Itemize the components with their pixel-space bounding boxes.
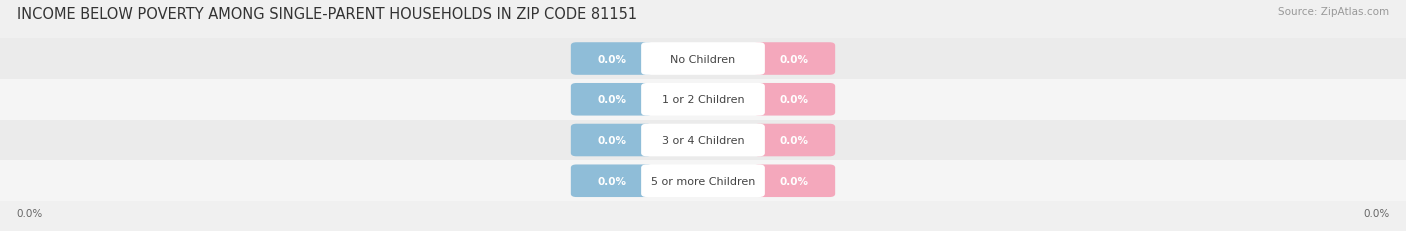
Text: 0.0%: 0.0% xyxy=(598,176,626,186)
Text: 0.0%: 0.0% xyxy=(17,208,44,218)
FancyBboxPatch shape xyxy=(571,84,652,116)
Text: 0.0%: 0.0% xyxy=(598,54,626,64)
FancyBboxPatch shape xyxy=(754,43,835,76)
Text: INCOME BELOW POVERTY AMONG SINGLE-PARENT HOUSEHOLDS IN ZIP CODE 81151: INCOME BELOW POVERTY AMONG SINGLE-PARENT… xyxy=(17,7,637,22)
Text: 0.0%: 0.0% xyxy=(780,95,808,105)
FancyBboxPatch shape xyxy=(754,165,835,197)
FancyBboxPatch shape xyxy=(641,124,765,157)
Text: 5 or more Children: 5 or more Children xyxy=(651,176,755,186)
Text: 0.0%: 0.0% xyxy=(598,95,626,105)
FancyBboxPatch shape xyxy=(571,124,652,157)
Text: 0.0%: 0.0% xyxy=(1362,208,1389,218)
Text: 3 or 4 Children: 3 or 4 Children xyxy=(662,135,744,145)
Text: 1 or 2 Children: 1 or 2 Children xyxy=(662,95,744,105)
FancyBboxPatch shape xyxy=(641,165,765,197)
Text: 0.0%: 0.0% xyxy=(780,176,808,186)
FancyBboxPatch shape xyxy=(754,124,835,157)
Text: Source: ZipAtlas.com: Source: ZipAtlas.com xyxy=(1278,7,1389,17)
Text: No Children: No Children xyxy=(671,54,735,64)
FancyBboxPatch shape xyxy=(571,165,652,197)
FancyBboxPatch shape xyxy=(0,120,1406,161)
Text: 0.0%: 0.0% xyxy=(598,135,626,145)
FancyBboxPatch shape xyxy=(641,84,765,116)
FancyBboxPatch shape xyxy=(641,43,765,76)
Text: 0.0%: 0.0% xyxy=(780,54,808,64)
FancyBboxPatch shape xyxy=(0,161,1406,201)
FancyBboxPatch shape xyxy=(0,39,1406,79)
Text: 0.0%: 0.0% xyxy=(780,135,808,145)
FancyBboxPatch shape xyxy=(0,79,1406,120)
FancyBboxPatch shape xyxy=(571,43,652,76)
FancyBboxPatch shape xyxy=(754,84,835,116)
